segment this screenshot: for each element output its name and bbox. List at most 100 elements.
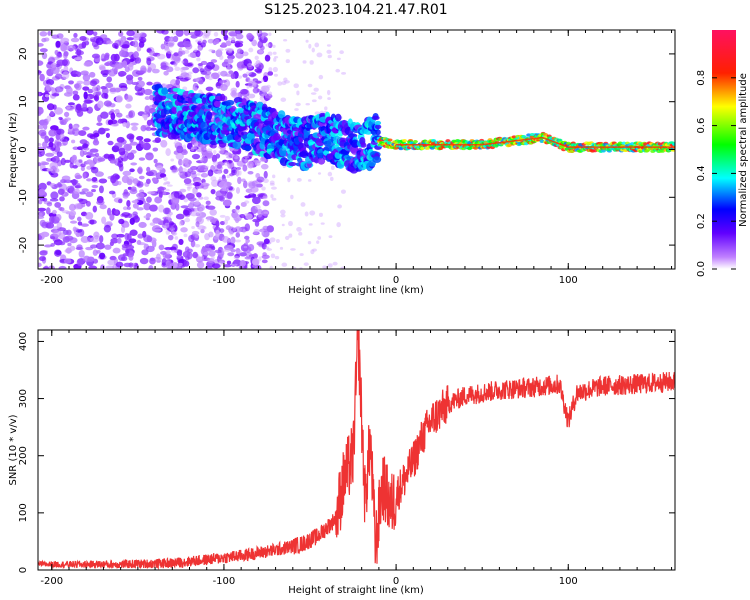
spectrogram-cell <box>234 42 244 48</box>
spectrogram-cell <box>104 244 112 250</box>
spectrogram-cell <box>296 227 302 232</box>
spectrogram-cell <box>194 30 201 37</box>
spectrogram-cell <box>233 255 240 260</box>
spectrogram-cell <box>180 160 185 166</box>
spectrogram-cell <box>235 80 240 88</box>
chart-title: S125.2023.104.21.47.R01 <box>264 2 447 18</box>
spectrogram-cell <box>211 255 215 260</box>
spectrogram-cell <box>117 237 122 244</box>
spectrogram-cell <box>180 205 189 209</box>
spectrogram-cell <box>261 79 265 83</box>
spectrogram-cell <box>296 178 302 182</box>
spectrogram-cell <box>56 128 65 135</box>
spectrogram-cell <box>241 89 250 98</box>
spectrogram-cell <box>230 87 238 94</box>
spectrogram-cell <box>232 263 238 267</box>
spectrogram-cell <box>221 42 227 48</box>
spectrogram-cell <box>207 169 214 177</box>
spectrogram-cell <box>216 164 222 169</box>
spectrogram-cell <box>310 92 317 95</box>
spectrogram-cell <box>95 242 105 250</box>
spectrogram-cell <box>170 158 175 162</box>
spectrogram-cell <box>63 50 69 57</box>
spectrogram-cell <box>55 213 62 221</box>
spectrogram-cell <box>288 161 297 167</box>
spectrogram-cell <box>43 265 49 269</box>
spectrogram-cell <box>189 200 195 205</box>
spectrogram-cell <box>91 85 97 93</box>
spectrogram-cell <box>203 168 208 172</box>
spectrogram-cell <box>200 121 209 130</box>
spectrogram-cell <box>122 253 129 257</box>
spectrogram-cell <box>110 112 116 121</box>
spectrogram-cell <box>337 204 342 209</box>
spectrogram-cell <box>213 100 222 108</box>
spectrogram-cell <box>167 39 175 48</box>
spectrogram-cell <box>300 202 306 207</box>
spectrogram-cell <box>217 71 221 76</box>
spectrogram-cell <box>192 182 202 187</box>
spectrogram-cell <box>529 132 535 137</box>
spectrogram-cell <box>38 207 47 212</box>
spectrogram-cell <box>197 204 205 212</box>
spectrogram-cell <box>165 215 170 220</box>
spectrogram-cell <box>200 255 205 261</box>
spectrogram-cell <box>196 173 201 176</box>
spectrogram-cell <box>45 83 52 91</box>
spectrogram-cell <box>128 110 134 118</box>
spectrogram-cell <box>210 72 220 80</box>
spectrogram-cell <box>86 237 92 243</box>
spectrogram-cell <box>202 182 207 186</box>
spectrogram-cell <box>195 97 204 104</box>
spectrogram-cell <box>314 42 320 48</box>
spectrogram-cell <box>183 30 190 36</box>
snr-panel: -200 -100 0 100 0 100 200 300 400 Height of str… <box>8 329 676 596</box>
spectrogram-cell <box>80 163 86 168</box>
spectrogram-cell <box>329 176 334 182</box>
spectrogram-ridge-line <box>396 136 675 148</box>
spectrogram-cell <box>166 184 173 187</box>
spectrogram-cell <box>181 60 185 64</box>
spectrogram-cell <box>132 178 139 185</box>
spectrogram-cell <box>295 102 301 107</box>
spectrogram-cell <box>243 155 250 159</box>
bottom-y-tick-label: 100 <box>18 503 29 522</box>
spectrogram-cell <box>387 138 393 142</box>
spectrogram-cell <box>138 221 147 228</box>
spectrogram-cell <box>327 54 332 59</box>
spectrogram-cell <box>143 88 153 96</box>
spectrogram-cell <box>246 84 250 89</box>
spectrogram-cell <box>122 206 128 211</box>
spectrogram-cell <box>138 242 146 246</box>
spectrogram-cell <box>222 61 229 67</box>
spectrogram-cell <box>305 39 309 43</box>
spectrogram-cell <box>212 161 219 166</box>
spectrogram-cell <box>161 258 167 266</box>
spectrogram-cell <box>317 157 326 165</box>
spectrogram-cell <box>52 226 60 230</box>
spectrogram-cell <box>79 191 87 195</box>
spectrogram-cell <box>221 249 226 253</box>
spectrogram-cell <box>272 51 277 55</box>
spectrogram-cell <box>374 124 382 130</box>
spectrogram-cell <box>132 211 138 216</box>
spectrogram-cell <box>40 231 50 238</box>
colorbar-tick-label: 0.4 <box>696 165 707 181</box>
spectrogram-cell <box>244 235 250 240</box>
spectrogram-cell <box>171 196 180 205</box>
spectrogram-cell <box>136 181 144 188</box>
spectrogram-cell <box>139 257 149 265</box>
spectrogram-cell <box>186 186 193 189</box>
spectrogram-cell <box>223 168 229 174</box>
spectrogram-cell <box>165 249 171 255</box>
spectrogram-cell <box>110 176 117 184</box>
spectrogram-cell <box>257 213 262 218</box>
spectrogram-cell <box>152 228 162 232</box>
spectrogram-cell <box>183 178 192 185</box>
spectrogram-cell <box>284 80 290 84</box>
spectrogram-cell <box>114 209 119 215</box>
spectrogram-cell <box>166 50 173 54</box>
spectrogram-cell <box>96 84 101 92</box>
spectrogram-cell <box>127 152 135 161</box>
spectrogram-cell <box>307 179 312 182</box>
